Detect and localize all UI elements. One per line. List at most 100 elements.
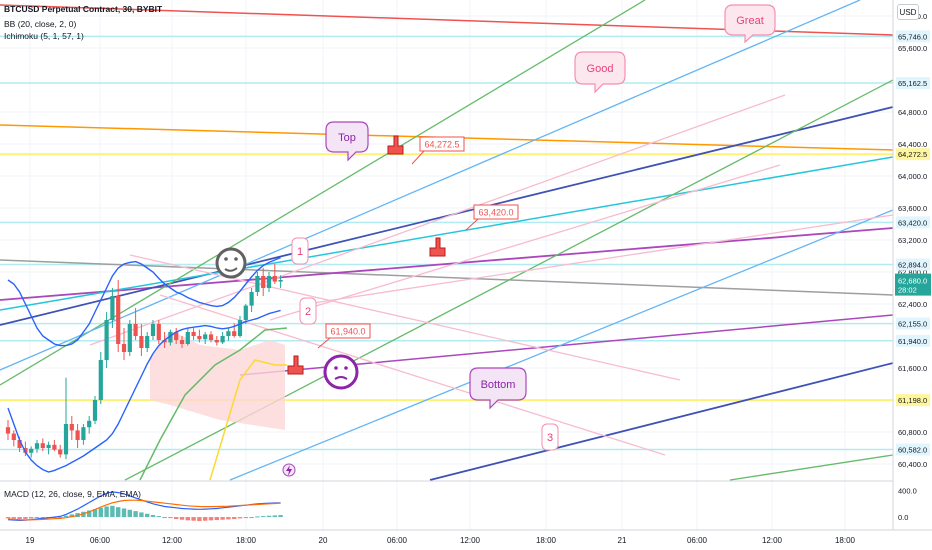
time-tick-label: 18:00: [536, 536, 557, 545]
macd-histogram-bar: [5, 517, 11, 519]
macd-histogram-bar: [243, 517, 248, 519]
smiley-icon-eye: [224, 257, 228, 261]
price-tick-label: 62,800.0: [898, 268, 927, 277]
candle-body: [104, 320, 109, 360]
macd-histogram-bar: [214, 517, 219, 521]
bubble-bottom: [469, 367, 527, 410]
macd-histogram-bar: [162, 517, 167, 519]
marker-1-label: 1: [297, 246, 303, 258]
ichimoku-cloud-area: [150, 330, 285, 430]
macd-histogram-bar: [150, 515, 156, 518]
time-tick-label: 20: [319, 536, 328, 545]
price-level-label: 64,272.5: [898, 150, 927, 159]
time-tick-label: 18:00: [236, 536, 257, 545]
macd-histogram-bar: [278, 515, 283, 518]
bubble-top-label: Top: [338, 132, 356, 144]
callout-64272-label: 64,272.5: [424, 140, 459, 150]
price-level-label: 65,162.5: [898, 79, 927, 88]
indicator-bb-label[interactable]: BB (20, close, 2, 0): [4, 19, 77, 29]
trend-line: [0, 259, 894, 296]
macd-histogram-bar: [69, 514, 74, 518]
bubble-great: [724, 4, 776, 44]
candle-body: [203, 334, 208, 340]
callout-61940-pointer: [317, 337, 331, 349]
macd-histogram-bar: [34, 517, 40, 519]
indicator-macd-label[interactable]: MACD (12, 26, close, 9, EMA, EMA): [4, 489, 141, 499]
signal-line: [7, 499, 281, 521]
indicator-ichimoku-label[interactable]: Ichimoku (5, 1, 57, 1): [4, 31, 84, 41]
callout-63420: [473, 204, 519, 220]
trend-line: [729, 454, 894, 481]
candle-body: [63, 424, 69, 455]
sad-face-icon: [323, 354, 359, 390]
macd-histogram-bar: [272, 515, 277, 518]
candle-body: [232, 331, 237, 336]
macd-histogram-bar: [127, 509, 132, 518]
ichimoku-cloud: [139, 327, 288, 481]
macd-histogram-bar: [191, 517, 196, 521]
ichimoku-leading-span: [139, 327, 288, 481]
macd-histogram-bar: [168, 517, 173, 519]
candle-body: [208, 334, 214, 340]
macd-histogram-bar: [220, 517, 225, 520]
bubble-good: [574, 51, 626, 94]
candle-body: [266, 276, 272, 288]
price-level-label: 61,198.0: [898, 396, 927, 405]
candle-body: [92, 400, 98, 421]
price-tick-label: 63,600.0: [898, 204, 927, 213]
last-price-label: 62,680.0: [898, 277, 927, 286]
price-level-label: 62,155.0: [898, 320, 927, 329]
macd-histogram-bar: [145, 513, 150, 518]
candle-body: [220, 336, 225, 343]
candle-body: [249, 292, 254, 306]
marker-2: [299, 297, 317, 325]
macd-histogram-bar: [104, 506, 109, 518]
price-level-label: 65,746.0: [898, 32, 927, 41]
callout-61940: [325, 323, 371, 339]
candle-body: [185, 332, 190, 344]
time-tick-label: 06:00: [387, 536, 408, 545]
price-tick-label: 60,800.0: [898, 428, 927, 437]
macd-histogram-bar: [249, 517, 254, 519]
bollinger-bands: [7, 256, 281, 473]
trend-line: [299, 214, 894, 306]
hand-pointer-icon: [429, 237, 446, 257]
macd-histogram-bar: [237, 517, 243, 519]
macd-histogram-bar: [23, 517, 28, 519]
macd-histogram-bar: [139, 512, 144, 518]
macd-histogram-bar: [174, 517, 179, 520]
price-tick-label: 64,000.0: [898, 172, 927, 181]
sad-face-icon-mouth: [334, 376, 348, 380]
candlestick-series: [5, 264, 283, 460]
trend-line: [0, 156, 894, 311]
price-level-tag: [896, 148, 930, 161]
price-level-tag: [896, 394, 930, 407]
hand-pointer-icon: [387, 135, 404, 155]
price-axis[interactable]: 66,000.065,600.064,800.064,400.064,000.0…: [892, 0, 932, 530]
last-price-tag: [895, 273, 931, 296]
callout-61940-label: 61,940.0: [330, 327, 365, 337]
candle-body: [69, 424, 74, 431]
macd-histogram-bar: [203, 517, 208, 521]
macd-histogram-bar: [226, 517, 231, 520]
candle-body: [168, 332, 173, 343]
macd-histogram-bar: [98, 507, 103, 518]
lightning-icon-glyph: [286, 465, 292, 476]
callout-64272: [419, 136, 465, 152]
price-level-tag: [896, 317, 930, 330]
trend-line: [89, 94, 786, 346]
candle-body: [150, 324, 156, 336]
time-tick-label: 06:00: [687, 536, 708, 545]
sad-face-icon-eye: [344, 366, 348, 370]
candle-body: [98, 360, 103, 400]
macd-histogram-bar: [17, 517, 22, 520]
currency-button[interactable]: USD: [897, 4, 919, 20]
candle-body: [139, 336, 144, 348]
time-tick-label: 12:00: [162, 536, 183, 545]
time-axis[interactable]: 19 06:00 12:00 18:00 20 06:00 12:00 18:00 21 06:0…: [0, 529, 932, 545]
candle-body: [243, 305, 248, 320]
candle-body: [145, 336, 150, 348]
time-tick-label: 21: [618, 536, 627, 545]
macd-histogram-bar: [110, 505, 115, 518]
